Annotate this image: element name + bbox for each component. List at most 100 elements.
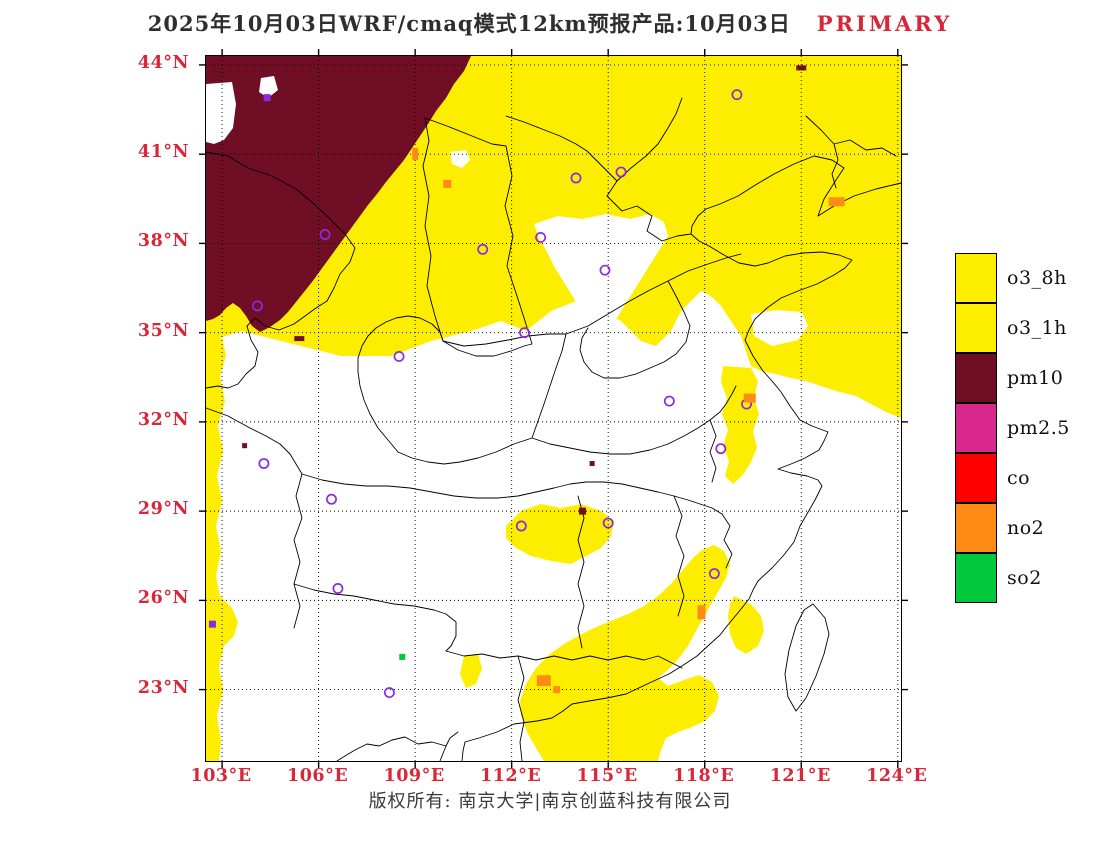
station-circle-marker	[731, 89, 743, 101]
station-circle-marker	[332, 583, 344, 594]
y-tick-label: 35°N	[137, 320, 189, 341]
pollutant-patch-no2	[553, 686, 561, 694]
pm10-region-northwest	[206, 56, 471, 332]
legend-label: no2	[1007, 517, 1045, 539]
pollutant-patch-pm10	[242, 443, 248, 449]
border-yangtze-belt	[301, 473, 723, 515]
legend-item: o3_8h	[955, 253, 1070, 303]
clean-spot-shandong	[751, 310, 808, 346]
legend-item: pm10	[955, 352, 1070, 403]
legend-swatch-pm10	[955, 352, 997, 403]
station-circle-marker	[383, 687, 395, 699]
station-circle-marker	[570, 172, 582, 184]
station-circle-marker	[326, 493, 337, 505]
station-circle-marker	[663, 395, 675, 407]
y-tick-label: 41°N	[137, 142, 189, 163]
border-liaoning	[805, 115, 897, 189]
pollutant-patch-no2	[536, 675, 551, 687]
map-gridlines	[206, 56, 901, 761]
legend-swatch-pm25	[955, 402, 997, 453]
pollutant-patch-station	[208, 620, 216, 628]
o3-region-strait	[728, 596, 764, 654]
border-shanxi	[422, 117, 533, 357]
pollutant-patch-no2	[412, 148, 419, 161]
legend-swatch-o3_1h	[955, 302, 997, 353]
coastline	[461, 155, 902, 762]
map-markers	[208, 65, 845, 699]
pollutant-patch-pm10	[294, 336, 305, 342]
y-tick-label: 32°N	[137, 409, 189, 430]
legend-label: pm2.5	[1007, 417, 1070, 439]
pollutant-patch-no2	[443, 179, 452, 188]
legend-item: pm2.5	[955, 402, 1070, 453]
o3-region-small-south	[460, 654, 482, 688]
station-circle-marker	[477, 243, 489, 255]
axis-tick-marks	[199, 49, 908, 768]
pollutant-patch-pm10	[589, 461, 595, 467]
legend-swatch-so2	[955, 552, 997, 603]
legend-item: o3_1h	[955, 302, 1070, 353]
map-boundaries	[205, 97, 902, 762]
station-circle-marker	[602, 517, 614, 529]
legend-item: co	[955, 452, 1070, 503]
y-axis-labels: 23°N 26°N 29°N 32°N 35°N 38°N 41°N 44°N	[0, 52, 197, 760]
border-nw-2	[205, 300, 328, 389]
y-tick-label: 26°N	[137, 588, 189, 609]
station-circle-marker	[708, 568, 720, 580]
legend-swatch-no2	[955, 502, 997, 553]
pollutant-patch-no2	[697, 605, 706, 620]
station-circle-marker	[615, 166, 627, 178]
station-circle-marker	[535, 232, 547, 243]
figure-title-primary-tag: PRIMARY	[816, 11, 953, 36]
border-south-verticals	[577, 419, 733, 649]
coastline-gulf-tonkin	[336, 731, 459, 762]
figure-title: 2025年10月03日WRF/cmaq模式12km预报产品:10月03日	[147, 11, 791, 36]
x-tick-label: 118°E	[673, 766, 735, 786]
pollutant-patch-no2	[828, 197, 845, 207]
map-plot-area	[199, 49, 908, 768]
o3-region-west-strip	[206, 334, 238, 761]
x-tick-label: 106°E	[287, 766, 349, 786]
x-tick-label: 109°E	[383, 766, 445, 786]
y-tick-label: 44°N	[137, 52, 189, 73]
station-circle-marker	[599, 264, 611, 276]
pollutant-patch-pm10	[796, 65, 807, 71]
y-tick-label: 23°N	[137, 677, 189, 698]
x-tick-label: 112°E	[480, 766, 542, 786]
clean-hole-in-pm10-a	[206, 82, 236, 144]
x-axis-labels: 103°E 106°E 109°E 112°E 115°E 118°E 121°E 124°E	[191, 764, 927, 790]
legend-item: so2	[955, 552, 1070, 603]
legend-label: o3_1h	[1007, 317, 1067, 339]
forecast-map-svg	[199, 49, 908, 768]
station-circle-marker	[393, 350, 405, 362]
pollutant-patch-pm10	[578, 507, 586, 515]
legend-label: o3_8h	[1007, 267, 1067, 289]
legend: o3_8h o3_1h pm10 pm2.5 co no2 so2	[955, 253, 1070, 603]
pollutant-patch-station	[263, 94, 271, 102]
copyright-footer: 版权所有: 南京大学|南京创蓝科技有限公司	[368, 791, 732, 812]
station-circle-marker	[319, 229, 331, 240]
x-tick-label: 124°E	[866, 766, 928, 786]
legend-label: pm10	[1007, 367, 1064, 389]
legend-item: no2	[955, 502, 1070, 553]
figure-title-row: 2025年10月03日WRF/cmaq模式12km预报产品:10月03日 PRI…	[0, 8, 1100, 38]
station-circle-marker	[715, 443, 727, 455]
x-tick-label: 115°E	[576, 766, 638, 786]
legend-swatch-co	[955, 452, 997, 503]
y-tick-label: 38°N	[137, 231, 189, 252]
clean-hole-in-pm10-b	[259, 76, 278, 98]
border-central	[397, 333, 737, 465]
legend-swatch-o3_8h	[955, 253, 997, 303]
x-tick-label: 121°E	[769, 766, 831, 786]
o3-region-jiangsu-coast	[721, 366, 759, 484]
legend-label: so2	[1007, 567, 1042, 589]
y-tick-label: 29°N	[137, 499, 189, 520]
map-fill-regions	[206, 56, 901, 761]
border-guizhou-guangxi	[293, 473, 457, 652]
station-circle-marker	[252, 300, 263, 312]
station-circle-marker	[515, 520, 527, 532]
pollutant-patch-no2	[743, 393, 756, 403]
legend-label: co	[1007, 467, 1031, 489]
border-shandong-henan	[442, 253, 742, 379]
